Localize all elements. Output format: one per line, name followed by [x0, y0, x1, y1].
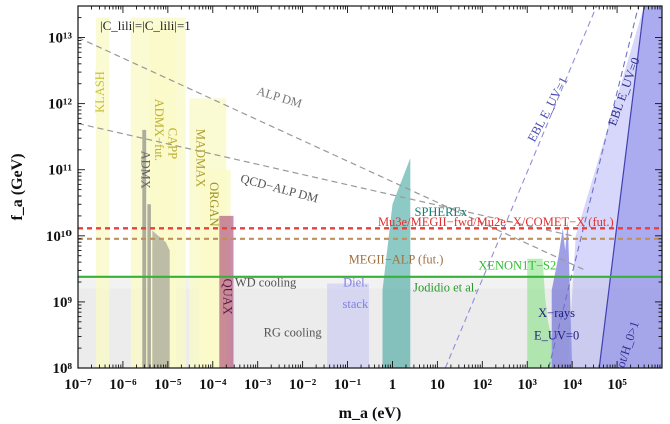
label-capp: CAPP: [166, 128, 180, 159]
x-tick-label: 10⁻¹: [334, 377, 361, 393]
x-tick-label: 10⁻⁷: [64, 377, 92, 393]
label-rg-cooling: RG cooling: [264, 326, 323, 340]
y-axis-title: f_a (GeV): [9, 153, 26, 220]
region-xenon1t-s2: [527, 258, 552, 368]
label-spherex: SPHEREx: [415, 205, 469, 219]
line-ebl-e-uv-1: [444, 6, 598, 368]
plot-frame: [77, 5, 663, 369]
label-mu3e: Mu3e/MEGII−fwd/Mu2e−X/COMET−X (fut.): [378, 215, 614, 229]
label-xenon1t-s2: XENON1T−S2: [478, 259, 556, 273]
y-tick-label: 10¹¹: [48, 163, 72, 179]
label-diel-stack: Diel.: [343, 275, 368, 289]
label-wd-cooling: WD cooling: [235, 275, 297, 289]
x-tick-label: 10⁻³: [244, 377, 272, 393]
x-tick-label: 1: [389, 377, 397, 393]
y-tick-label: 10⁸: [53, 361, 73, 377]
label-diel-stack-2: stack: [343, 297, 369, 311]
label-x-rays: X−rays: [538, 306, 575, 320]
label-jodidio: Jodidio et al.: [413, 280, 477, 294]
y-tick-label: 10¹⁰: [46, 229, 72, 245]
x-tick-label: 10³: [517, 377, 537, 393]
x-tick-label: 10⁻⁴: [199, 377, 227, 393]
label-e-uv-0: E_UV=0: [534, 328, 579, 342]
region-admx-3: [152, 230, 170, 368]
tick-labels: 10⁻⁷ 10⁻⁶ 10⁻⁵ 10⁻⁴ 10⁻³ 10⁻² 10⁻¹ 1 10 10² 10³ 10⁴…: [46, 31, 627, 394]
chart-lines: [78, 6, 662, 368]
line-gamma-tot-h-0-1: [598, 6, 645, 368]
region-spherex: [382, 158, 411, 368]
line-ebl-e-uv-0: [548, 6, 640, 368]
region-admx-2: [147, 204, 151, 368]
region-admx: [142, 129, 147, 368]
x-tick-label: 10⁵: [607, 377, 627, 393]
chart-regions: [78, 6, 662, 368]
line-qcd-alp-dm: [78, 122, 573, 237]
region-diel-stack: [327, 283, 369, 368]
label-megii-alp: MEGII−ALP (fut.): [349, 253, 444, 267]
x-tick-label: 10⁻⁶: [109, 377, 137, 393]
y-tick-label: 10⁹: [53, 295, 73, 311]
label-quax: QUAX: [220, 279, 234, 315]
x-tick-label: 10⁴: [562, 377, 582, 393]
label-madmax: MADMAX: [193, 129, 207, 187]
region-x-rays-e-uv-0: [551, 220, 573, 368]
y-tick-label: 10¹²: [48, 97, 72, 113]
label-organ: ORGAN: [207, 182, 221, 226]
coupling-note: |C_lili|=|C_lili|=1: [100, 18, 191, 33]
y-tick-label: 10¹³: [48, 31, 72, 47]
label-admx: ADMX: [139, 151, 153, 189]
label-admx-fut: ADMX−fut.: [152, 99, 166, 161]
x-tick-label: 10⁻²: [289, 377, 317, 393]
x-tick-label: 10⁻⁵: [154, 377, 182, 393]
x-axis-title: m_a (eV): [339, 405, 402, 422]
region-klash: [95, 17, 110, 368]
x-tick-label: 10: [430, 377, 445, 393]
x-tick-label: 10²: [473, 377, 493, 393]
line-alp-dm: [78, 36, 586, 271]
label-klash: KLASH: [93, 71, 107, 113]
region-quax: [219, 215, 234, 368]
